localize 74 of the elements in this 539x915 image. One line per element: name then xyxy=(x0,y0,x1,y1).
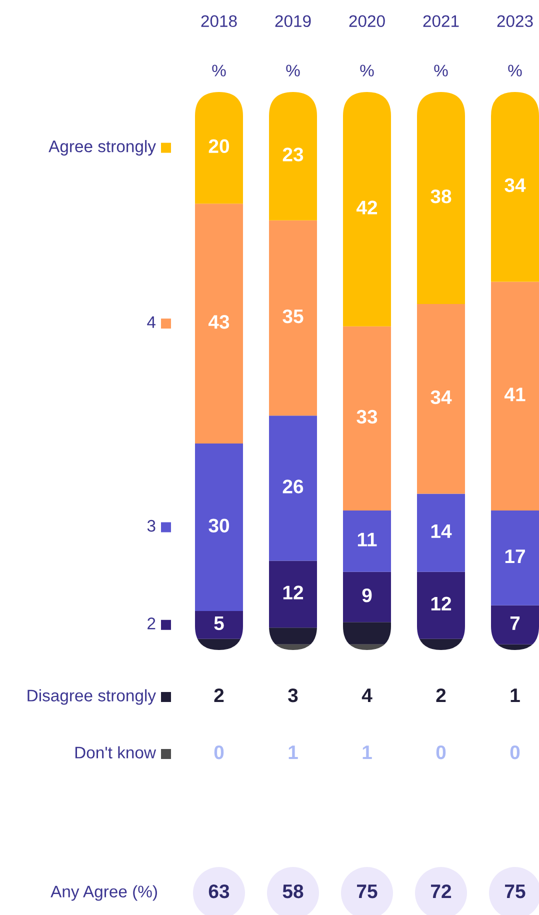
data-label: 1 xyxy=(362,746,372,760)
bar xyxy=(195,444,243,611)
bar xyxy=(343,572,391,622)
bar xyxy=(343,326,391,510)
data-label: 12 xyxy=(431,596,452,610)
data-label: 14 xyxy=(431,524,452,538)
x-tick-label: 2018 xyxy=(201,15,237,28)
legend-label: 2 xyxy=(148,618,156,630)
data-label: 42 xyxy=(356,200,378,214)
data-label: 34 xyxy=(504,178,526,192)
bar xyxy=(417,304,465,494)
bar xyxy=(195,610,243,639)
text: % xyxy=(360,64,374,76)
x-tick-label: 2023 xyxy=(497,15,533,28)
data-label: 11 xyxy=(358,532,377,546)
text: 58 xyxy=(282,884,304,898)
data-label: 4 xyxy=(362,688,372,702)
data-label: 30 xyxy=(208,518,230,532)
data-label: 2 xyxy=(436,688,446,702)
bar xyxy=(491,605,539,644)
text: 72 xyxy=(431,884,452,898)
text: % xyxy=(434,64,448,76)
text: % xyxy=(286,64,300,76)
bar xyxy=(269,628,317,644)
bar xyxy=(195,204,243,444)
data-label: 1 xyxy=(510,688,520,702)
bar xyxy=(491,510,539,606)
bar xyxy=(269,220,317,416)
data-label: 12 xyxy=(283,586,304,600)
data-label: 38 xyxy=(430,189,452,204)
bar xyxy=(417,572,465,639)
data-label: 0 xyxy=(436,745,446,760)
data-label: 20 xyxy=(208,139,230,154)
x-tick-label: 2020 xyxy=(349,15,385,28)
text: 75 xyxy=(357,884,378,898)
data-label: 2 xyxy=(214,688,224,702)
bar xyxy=(343,510,391,572)
data-label: 0 xyxy=(214,745,224,760)
legend-label: 3 xyxy=(147,520,156,532)
data-label: 7 xyxy=(510,616,520,630)
bar xyxy=(269,560,317,628)
data-label: 3 xyxy=(288,688,298,702)
bar xyxy=(491,92,539,282)
data-label: 43 xyxy=(208,315,230,329)
x-tick-label: 2021 xyxy=(423,15,459,28)
text: 63 xyxy=(208,884,230,898)
bar xyxy=(343,92,391,326)
text: % xyxy=(508,64,522,76)
legend-label: Don't know xyxy=(75,746,156,758)
data-label: 41 xyxy=(504,388,526,402)
data-label: 0 xyxy=(510,745,520,760)
text: Any Agree (%) xyxy=(50,885,157,901)
x-tick-label: 2019 xyxy=(275,15,311,28)
legend-label: Agree strongly xyxy=(48,140,156,156)
text: 75 xyxy=(505,884,526,898)
bar xyxy=(269,92,317,220)
legend-label: 4 xyxy=(147,316,156,328)
text: % xyxy=(212,64,226,76)
bar xyxy=(343,622,391,644)
data-label: 1 xyxy=(288,746,298,760)
data-label: 35 xyxy=(282,309,304,324)
bar xyxy=(269,416,317,561)
bar xyxy=(417,92,465,304)
bar xyxy=(417,494,465,572)
data-label: 5 xyxy=(214,616,224,630)
data-label: 34 xyxy=(430,390,452,404)
data-label: 17 xyxy=(505,550,525,563)
data-label: 23 xyxy=(282,148,304,162)
data-label: 33 xyxy=(356,410,378,424)
legend-label: Disagree strongly xyxy=(28,689,156,705)
data-label: 26 xyxy=(282,480,304,494)
bar xyxy=(491,282,539,510)
bar xyxy=(195,92,243,204)
data-label: 9 xyxy=(362,588,372,602)
